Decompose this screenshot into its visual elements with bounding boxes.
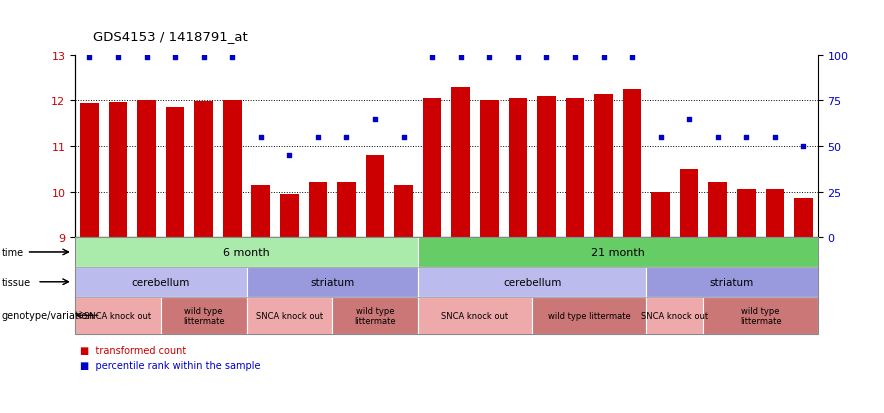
Bar [708,183,727,237]
Text: SNCA knock out: SNCA knock out [255,311,323,320]
Text: SNCA knock out: SNCA knock out [441,311,508,320]
Text: cerebellum: cerebellum [503,277,561,287]
Text: time: time [2,247,24,257]
Point [397,134,411,141]
Text: wild type
littermate: wild type littermate [183,306,225,325]
Bar [737,190,756,237]
Point [110,54,125,61]
Point [682,116,697,123]
Text: cerebellum: cerebellum [132,277,190,287]
Point [625,54,639,61]
Point [82,54,96,61]
Text: wild type
littermate: wild type littermate [740,306,781,325]
Bar [537,97,556,237]
Point [511,54,525,61]
Point [597,54,611,61]
Text: wild type littermate: wild type littermate [548,311,630,320]
Bar [394,185,413,237]
Point [453,54,468,61]
Point [140,54,154,61]
Point [568,54,582,61]
Text: SNCA knock out: SNCA knock out [84,311,151,320]
Text: wild type
littermate: wild type littermate [354,306,396,325]
Text: striatum: striatum [710,277,754,287]
Bar [80,104,99,237]
Text: ■  percentile rank within the sample: ■ percentile rank within the sample [80,361,260,370]
Bar [137,100,156,237]
Text: GDS4153 / 1418791_at: GDS4153 / 1418791_at [93,31,248,43]
Bar [480,101,499,237]
Text: SNCA knock out: SNCA knock out [641,311,708,320]
Point [711,134,725,141]
Point [282,152,296,159]
Point [311,134,325,141]
Text: 6 month: 6 month [223,247,270,257]
Bar [223,100,241,237]
Bar [423,99,441,237]
Point [168,54,182,61]
Point [254,134,268,141]
Bar [109,102,127,237]
Text: genotype/variation: genotype/variation [2,311,95,320]
Point [768,134,782,141]
Point [196,54,210,61]
Bar [166,108,185,237]
Bar [680,169,698,237]
Bar [280,195,299,237]
Point [482,54,496,61]
Bar [366,156,385,237]
Point [539,54,553,61]
Bar [194,102,213,237]
Bar [566,99,584,237]
Bar [652,192,670,237]
Text: 21 month: 21 month [591,247,644,257]
Bar [623,90,642,237]
Text: ■  transformed count: ■ transformed count [80,345,186,355]
Bar [508,99,527,237]
Point [368,116,382,123]
Text: tissue: tissue [2,277,31,287]
Point [739,134,753,141]
Bar [252,185,271,237]
Bar [794,199,812,237]
Bar [766,190,784,237]
Point [225,54,240,61]
Text: striatum: striatum [310,277,354,287]
Bar [594,95,613,237]
Point [425,54,439,61]
Bar [452,88,470,237]
Point [796,143,811,150]
Point [653,134,667,141]
Bar [337,183,355,237]
Point [339,134,354,141]
Bar [309,183,327,237]
